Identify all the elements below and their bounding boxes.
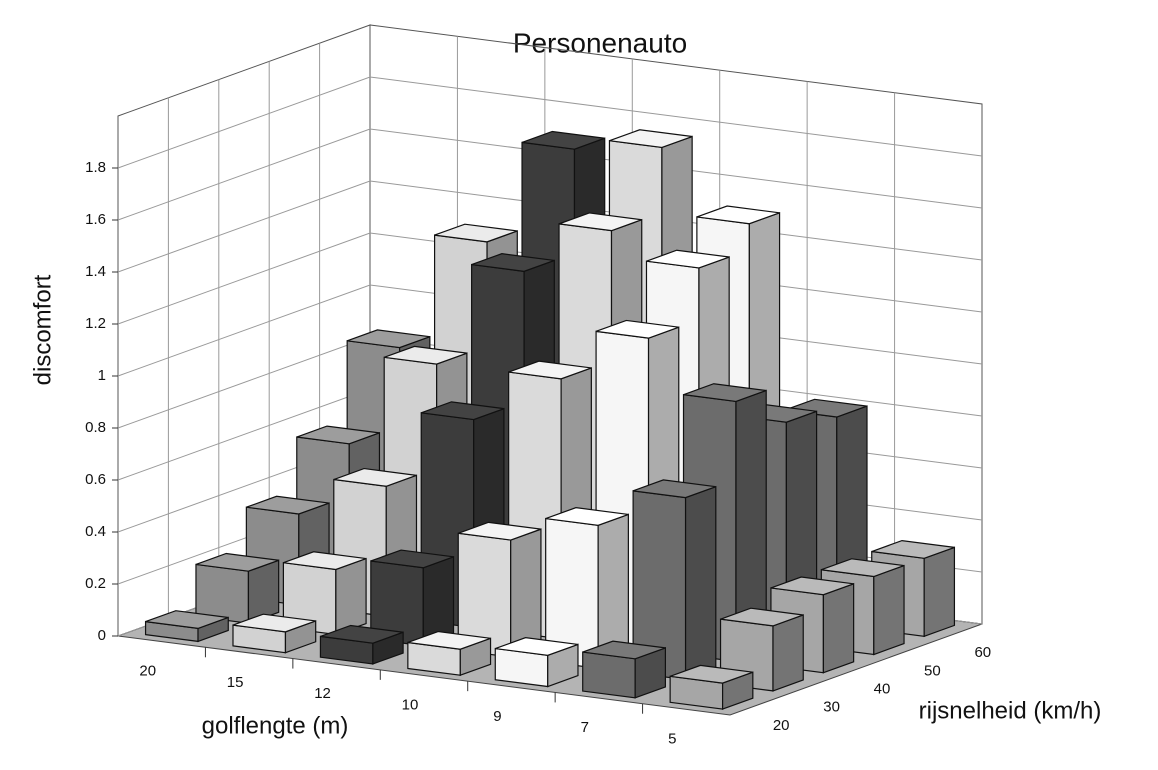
x-axis-label: golflengte (m): [202, 712, 349, 739]
bar-top: [696, 205, 780, 225]
y-tick-label: 0.2: [85, 575, 106, 592]
chart-title: Personenauto: [513, 27, 687, 58]
bar: [545, 507, 629, 670]
bar-top: [669, 664, 754, 684]
bar-top: [145, 610, 229, 630]
bar-top: [421, 401, 505, 421]
bar-top: [434, 223, 518, 243]
x-tick-label: 15: [227, 674, 244, 691]
grid-line: [117, 128, 983, 221]
y-tick-label: 1.6: [85, 211, 106, 228]
bar-top: [582, 640, 666, 660]
bar: [494, 637, 579, 688]
bar-top: [471, 253, 555, 272]
x-tick-label: 7: [581, 719, 589, 736]
bar-side: [822, 582, 855, 674]
bar-top: [609, 129, 693, 149]
z-axis-label: rijsnelheid (km/h): [919, 697, 1102, 724]
bar-top: [720, 607, 804, 627]
y-tick-label: 1: [98, 367, 106, 384]
bar-top: [683, 383, 767, 403]
bar-top: [646, 249, 730, 269]
bar-top: [346, 329, 431, 349]
bar-top: [770, 576, 854, 596]
z-tick-label: 50: [924, 662, 941, 679]
bar-top: [508, 360, 592, 380]
bar-top: [521, 130, 605, 150]
bar: [770, 576, 855, 674]
y-tick-label: 1.4: [85, 263, 106, 280]
bar-top: [495, 637, 579, 656]
bar: [195, 552, 280, 625]
y-tick-label: 0.4: [85, 523, 106, 540]
y-tick-label: 1.2: [85, 315, 106, 332]
y-tick-label: 0: [98, 627, 106, 644]
bar: [370, 549, 455, 647]
bar-top: [407, 630, 491, 650]
bar-front: [582, 651, 636, 699]
bar: [632, 479, 717, 681]
x-tick-label: 10: [402, 696, 419, 713]
bar: [669, 664, 754, 710]
bar: [457, 521, 542, 658]
bar: [144, 610, 229, 643]
z-tick-label: 20: [773, 717, 790, 734]
bar-top: [632, 479, 717, 499]
z-tick-label: 30: [823, 699, 840, 716]
z-tick-label: 60: [974, 644, 991, 661]
y-axis-label: discomfort: [29, 274, 56, 385]
bar-top: [545, 507, 629, 526]
bar-side: [684, 485, 717, 681]
bar-side: [873, 564, 905, 656]
bar-top: [296, 425, 380, 445]
y-tick-label: 1.8: [85, 159, 106, 176]
bar-top: [595, 319, 679, 339]
bar-side: [923, 546, 956, 638]
bar-top: [458, 521, 542, 541]
x-tick-label: 12: [314, 685, 331, 702]
bar: [232, 613, 317, 654]
bar-top: [246, 495, 330, 515]
bar-top: [871, 539, 955, 559]
bar: [319, 624, 404, 665]
bar-top: [195, 552, 279, 572]
x-tick-label: 20: [139, 663, 156, 680]
bar-top: [232, 613, 316, 633]
bar-side: [772, 614, 804, 692]
bar-top: [558, 212, 642, 232]
x-tick-label: 5: [668, 730, 676, 747]
bar-top: [333, 467, 417, 487]
z-tick-label: 40: [874, 680, 891, 697]
bar-top: [370, 549, 454, 569]
grid-line: [117, 76, 983, 169]
bar-side: [335, 557, 367, 636]
bar-top: [283, 551, 367, 571]
bar-top: [320, 624, 404, 644]
y-tick-label: 0.8: [85, 419, 106, 436]
bar: [582, 640, 667, 699]
bar-top: [383, 345, 468, 365]
x-tick-label: 9: [493, 708, 501, 725]
bar-top: [821, 558, 905, 578]
y-tick-label: 0.6: [85, 471, 106, 488]
bar: [407, 630, 492, 677]
